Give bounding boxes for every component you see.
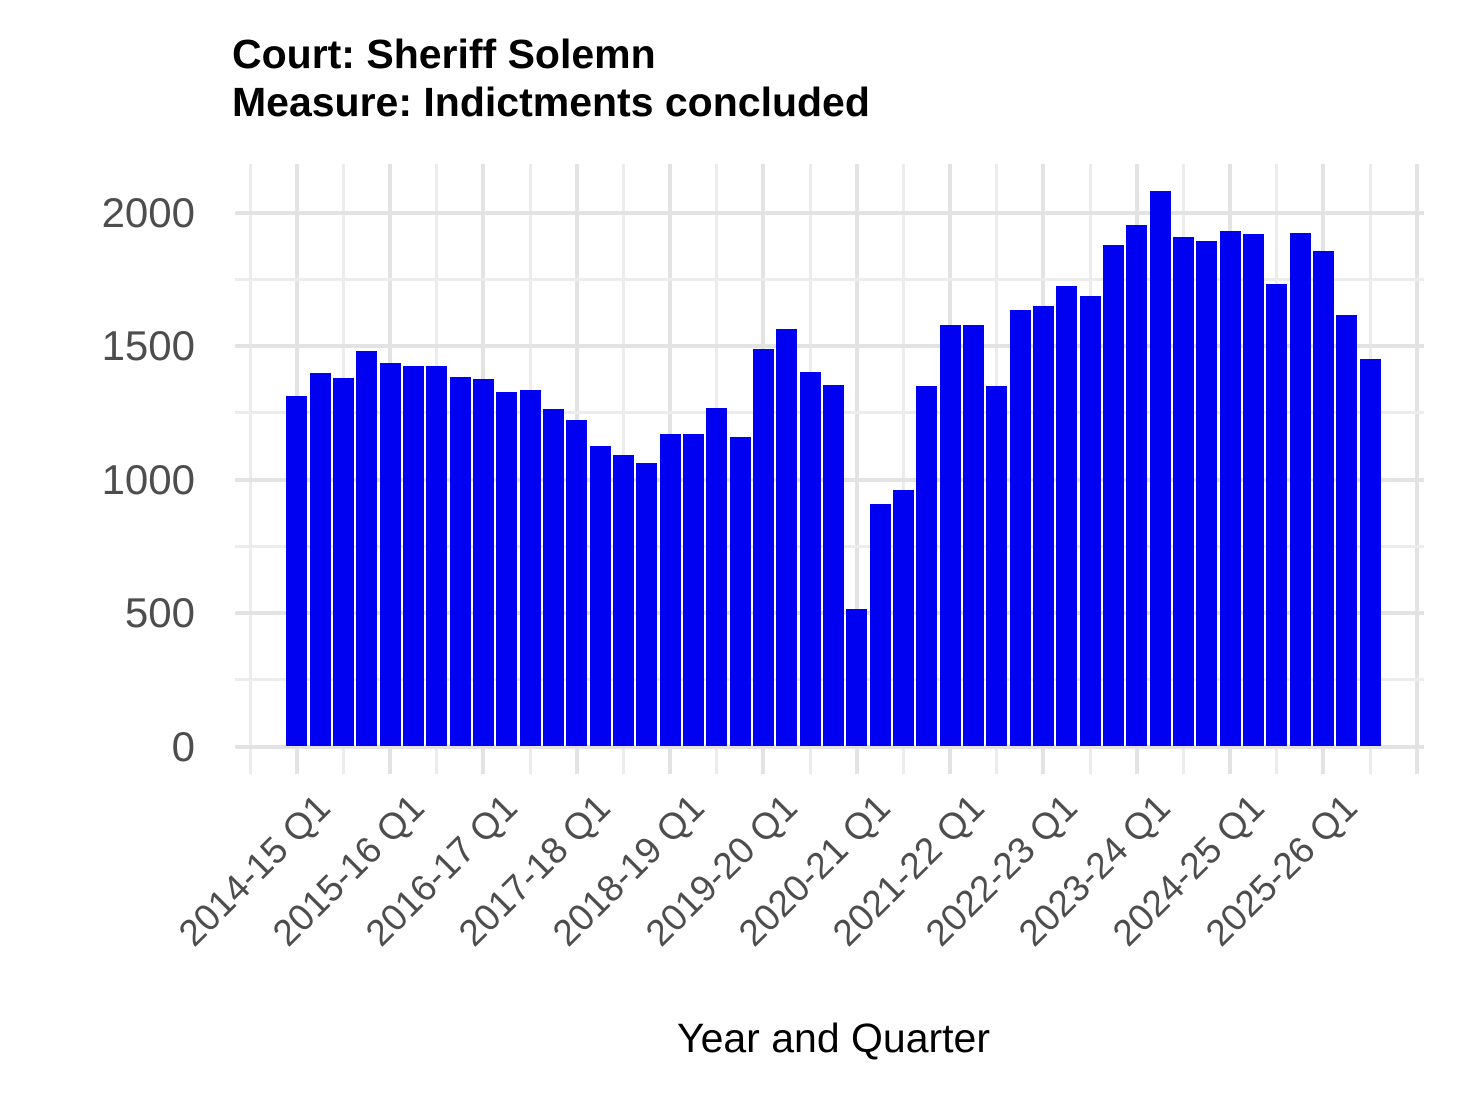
bar [939,325,961,747]
x-gridline-major [854,164,859,774]
y-gridline-minor [235,277,1424,281]
y-gridline-major [235,744,1424,749]
y-tick-label: 2000 [101,188,195,236]
bar [916,386,938,747]
bar [379,363,401,747]
bar [986,386,1008,747]
bar [846,608,868,747]
x-axis-title: Year and Quarter [676,1015,991,1061]
bar [822,384,844,747]
y-tick-label: 1000 [101,455,195,503]
bar [449,376,471,747]
bar [309,372,331,747]
x-gridline-major [1414,164,1419,774]
bar [1312,251,1334,747]
x-gridline-minor [901,164,905,774]
bar [682,434,704,747]
bar [776,329,798,747]
bar [496,392,518,747]
y-gridline-major [235,344,1424,348]
bar [566,420,588,747]
bar [1196,241,1218,747]
bar [962,325,984,747]
chart-title: Court: Sheriff Solemn Measure: Indictmen… [232,30,870,126]
bar [332,377,354,747]
x-gridline-minor [248,164,252,774]
bar [1266,283,1288,747]
bar [1289,233,1311,747]
bar [1079,296,1101,747]
bar [729,437,751,747]
bar [799,371,821,747]
bar [542,409,564,747]
bar [1172,237,1194,747]
bar [519,390,541,747]
bar [1149,191,1171,747]
bar [426,366,448,747]
bar [1056,286,1078,747]
bar [892,490,914,747]
bar [1242,233,1264,747]
bar [1032,305,1054,747]
bar [869,504,891,747]
y-tick-label: 1500 [101,322,195,369]
bar [659,433,681,747]
bar [1359,358,1381,747]
y-gridline-major [235,210,1424,215]
bar [402,365,424,747]
bar [356,351,378,747]
chart-title-line2: Measure: Indictments concluded [232,79,870,125]
bar [1102,245,1124,747]
bar [589,446,611,747]
bar [752,348,774,747]
chart-title-line1: Court: Sheriff Solemn [232,31,656,77]
y-tick-label: 500 [124,589,195,636]
bar [1336,315,1358,747]
bar [636,462,658,747]
bar [1126,225,1148,747]
y-tick-label: 0 [171,722,195,770]
bar [612,454,634,747]
bar [1009,310,1031,747]
bar [706,407,728,747]
bar [1219,230,1241,747]
bar [472,378,494,747]
bar [286,396,308,747]
